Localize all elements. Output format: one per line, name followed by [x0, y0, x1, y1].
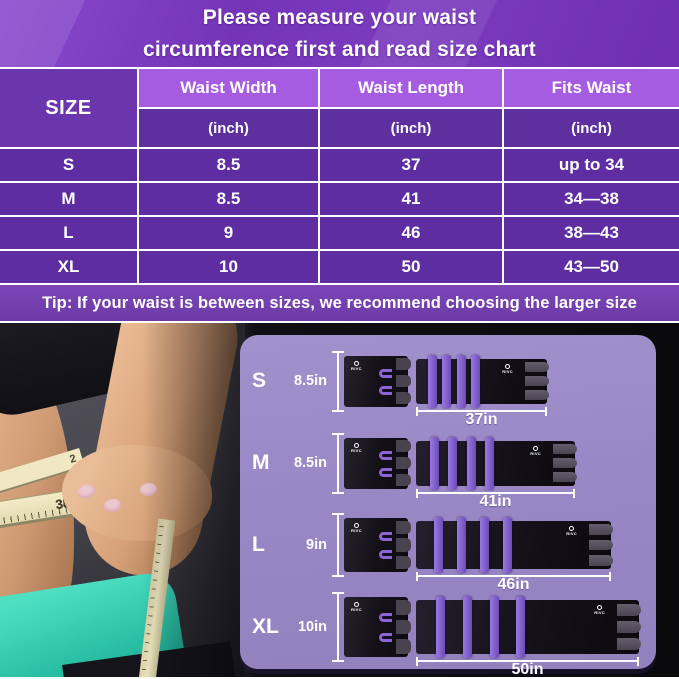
- belt-row-xl: XL 10in RIVC: [240, 586, 656, 677]
- size-letter: L: [252, 533, 265, 556]
- length-bracket: [416, 488, 575, 498]
- belt-tabs: [396, 440, 411, 486]
- belt-length-label: 41in: [479, 492, 512, 510]
- belt-strip-wrap: RIVC 46in: [416, 517, 613, 593]
- belt-row-s: S 8.5in RIVC: [240, 340, 656, 428]
- loop-hook: [379, 468, 392, 478]
- width-bracket: [332, 592, 344, 662]
- belt-length-label: 37in: [465, 410, 498, 428]
- belt-tabs: [396, 600, 411, 654]
- width-bracket: [332, 350, 344, 412]
- brand-logo-icon: RIVC: [594, 605, 605, 615]
- belt-tabs: [396, 358, 411, 404]
- table-row-l-fits: 38—43: [504, 217, 679, 249]
- belt-fingers: [553, 443, 577, 483]
- unit-label: (inch): [320, 109, 502, 147]
- brand-logo-icon: RIVC: [351, 602, 362, 612]
- belt-stripes: [430, 436, 494, 490]
- belt-width-label: 10in: [297, 619, 327, 635]
- table-row-m-size: M: [0, 183, 137, 215]
- loop-hook: [379, 612, 392, 622]
- brand-logo-icon: RIVC: [351, 442, 362, 453]
- belt-stripes: [436, 596, 526, 658]
- banner: Please measure your waist circumference …: [0, 0, 679, 67]
- width-bracket: [332, 432, 344, 494]
- table-row-l-size: L: [0, 217, 137, 249]
- belt-stripes: [427, 354, 481, 408]
- length-bracket: [416, 657, 639, 666]
- loop-hook: [379, 368, 392, 378]
- loop-hook: [379, 386, 392, 396]
- model-photo: 2 34 35 33: [0, 323, 245, 677]
- belt-row-m: M 8.5in RIVC: [240, 422, 656, 510]
- tip-bar: Tip: If your waist is between sizes, we …: [0, 283, 679, 323]
- belt-fingers: [525, 361, 549, 401]
- belt-left-piece: RIVC: [344, 437, 411, 489]
- loop-hook: [379, 633, 392, 642]
- table-row-s-width: 8.5: [139, 149, 318, 181]
- belt-row-l: L 9in RIVC: [240, 504, 656, 593]
- belt-strip-wrap: RIVC 41in: [416, 436, 577, 510]
- belt-fingers: [589, 524, 613, 566]
- photo-shade: [0, 323, 245, 677]
- banner-title-line1: Please measure your waist: [202, 6, 477, 29]
- table-row-s-size: S: [0, 149, 137, 181]
- size-letter: XL: [252, 615, 279, 638]
- table-row-s-length: 37: [320, 149, 502, 181]
- belt-strip: RIVC: [416, 517, 613, 573]
- unit-label: (inch): [139, 109, 318, 147]
- belt-strip: RIVC: [416, 354, 549, 408]
- belt-strip-wrap: RIVC 50in: [416, 596, 641, 677]
- length-bracket: [416, 572, 611, 581]
- table-row-xl-size: XL: [0, 251, 137, 283]
- column-header-waist-length: Waist Length: [320, 69, 502, 107]
- belt-length-label: 46in: [497, 576, 530, 593]
- belt-width-label: 8.5in: [293, 373, 327, 389]
- size-letter: S: [252, 369, 267, 392]
- belt-fingers: [617, 603, 641, 651]
- belt-length-label: 50in: [511, 661, 544, 677]
- brand-logo-icon: RIVC: [566, 526, 577, 536]
- brand-logo-icon: RIVC: [502, 363, 513, 374]
- table-row-xl-width: 10: [139, 251, 318, 283]
- belt-width-label: 9in: [306, 537, 327, 553]
- size-header-cell: SIZE: [0, 69, 137, 147]
- belt-strip: RIVC: [416, 436, 577, 490]
- table-row-l-width: 9: [139, 217, 318, 249]
- belt-strip-wrap: RIVC 37in: [416, 354, 549, 428]
- size-table: SIZE Waist Width Waist Length Fits Waist…: [0, 67, 679, 283]
- belt-left-piece: RIVC: [344, 518, 411, 572]
- tip-text: Tip: If your waist is between sizes, we …: [42, 293, 637, 312]
- table-row-m-length: 41: [320, 183, 502, 215]
- brand-logo-icon: RIVC: [351, 360, 362, 371]
- brand-logo-icon: RIVC: [530, 445, 541, 456]
- bottom-section: 2 34 35 33 S 8.5in RIVC: [0, 323, 679, 677]
- width-bracket: [332, 513, 344, 577]
- column-header-waist-width: Waist Width: [139, 69, 318, 107]
- loop-hook: [379, 450, 392, 460]
- belt-left-piece: RIVC: [344, 355, 411, 407]
- table-row-s-fits: up to 34: [504, 149, 679, 181]
- size-panel: S 8.5in RIVC: [240, 335, 656, 677]
- length-bracket: [416, 406, 547, 416]
- brand-logo-icon: RIVC: [351, 523, 362, 533]
- belt-tabs: [396, 520, 411, 570]
- table-row-xl-length: 50: [320, 251, 502, 283]
- table-row-xl-fits: 43—50: [504, 251, 679, 283]
- table-row-m-width: 8.5: [139, 183, 318, 215]
- size-letter: M: [252, 451, 270, 474]
- unit-label: (inch): [504, 109, 679, 147]
- banner-title-line2: circumference first and read size chart: [143, 37, 536, 61]
- belt-left-piece: RIVC: [344, 597, 411, 657]
- belt-stripes: [433, 517, 512, 573]
- table-row-l-length: 46: [320, 217, 502, 249]
- column-header-fits-waist: Fits Waist: [504, 69, 679, 107]
- belt-width-label: 8.5in: [293, 455, 327, 471]
- loop-hook: [379, 532, 392, 542]
- belt-strip: RIVC: [416, 596, 641, 658]
- table-row-m-fits: 34—38: [504, 183, 679, 215]
- loop-hook: [379, 550, 392, 560]
